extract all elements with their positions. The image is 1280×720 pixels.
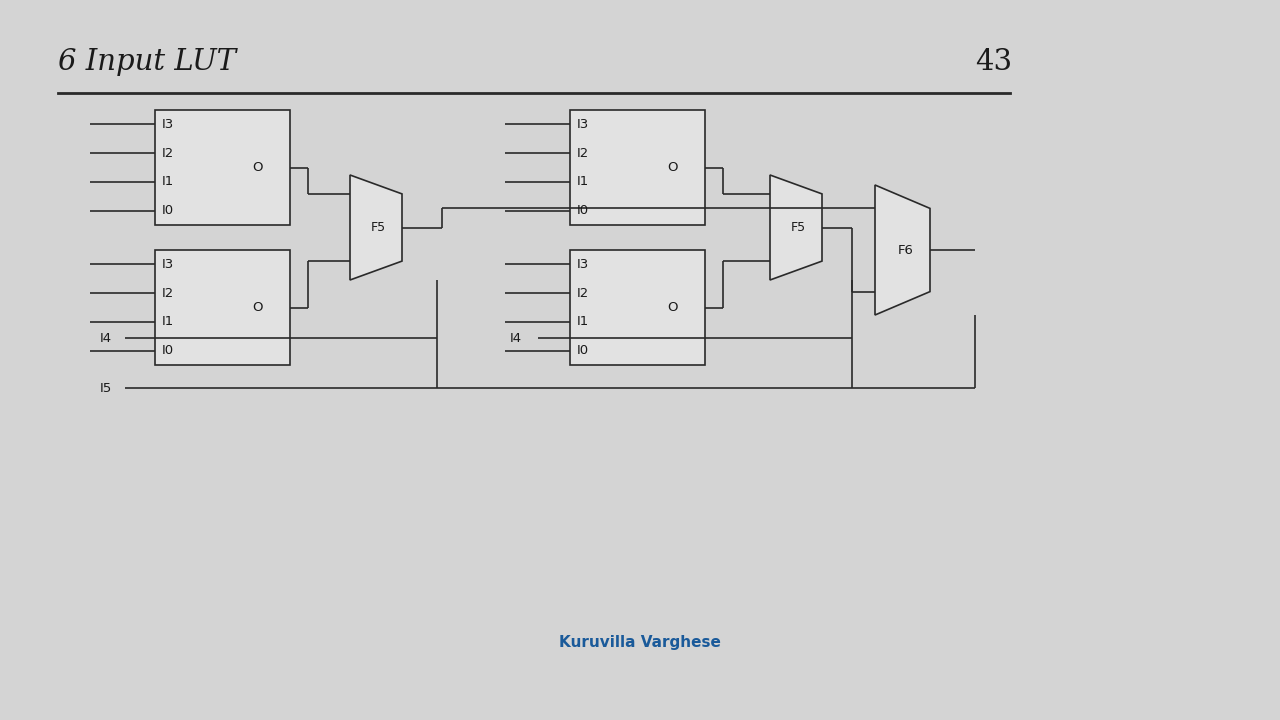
Text: O: O xyxy=(667,161,677,174)
Text: I1: I1 xyxy=(577,315,589,328)
Polygon shape xyxy=(349,175,402,280)
Polygon shape xyxy=(876,185,931,315)
Text: I0: I0 xyxy=(577,204,589,217)
Text: I1: I1 xyxy=(163,176,174,189)
Text: F5: F5 xyxy=(371,221,387,234)
Text: I1: I1 xyxy=(577,176,589,189)
Text: I0: I0 xyxy=(577,344,589,357)
Text: F5: F5 xyxy=(791,221,806,234)
Text: 43: 43 xyxy=(975,48,1012,76)
Text: O: O xyxy=(252,161,262,174)
Text: I1: I1 xyxy=(163,315,174,328)
Bar xyxy=(155,250,291,365)
Text: I2: I2 xyxy=(163,287,174,300)
Text: I2: I2 xyxy=(163,147,174,160)
Text: I2: I2 xyxy=(577,287,589,300)
Text: I5: I5 xyxy=(100,382,113,395)
Text: I3: I3 xyxy=(577,118,589,131)
Bar xyxy=(570,250,705,365)
Text: I0: I0 xyxy=(163,204,174,217)
Text: Kuruvilla Varghese: Kuruvilla Varghese xyxy=(559,635,721,650)
Text: I4: I4 xyxy=(509,331,522,344)
Text: 6 Input LUT: 6 Input LUT xyxy=(58,48,236,76)
Text: I3: I3 xyxy=(577,258,589,271)
Text: I4: I4 xyxy=(100,331,113,344)
Text: I2: I2 xyxy=(577,147,589,160)
Text: O: O xyxy=(252,301,262,314)
Text: I3: I3 xyxy=(163,118,174,131)
Text: O: O xyxy=(667,301,677,314)
Bar xyxy=(155,110,291,225)
Text: I3: I3 xyxy=(163,258,174,271)
Text: F6: F6 xyxy=(897,243,913,256)
Polygon shape xyxy=(771,175,822,280)
Bar xyxy=(570,110,705,225)
Text: I0: I0 xyxy=(163,344,174,357)
